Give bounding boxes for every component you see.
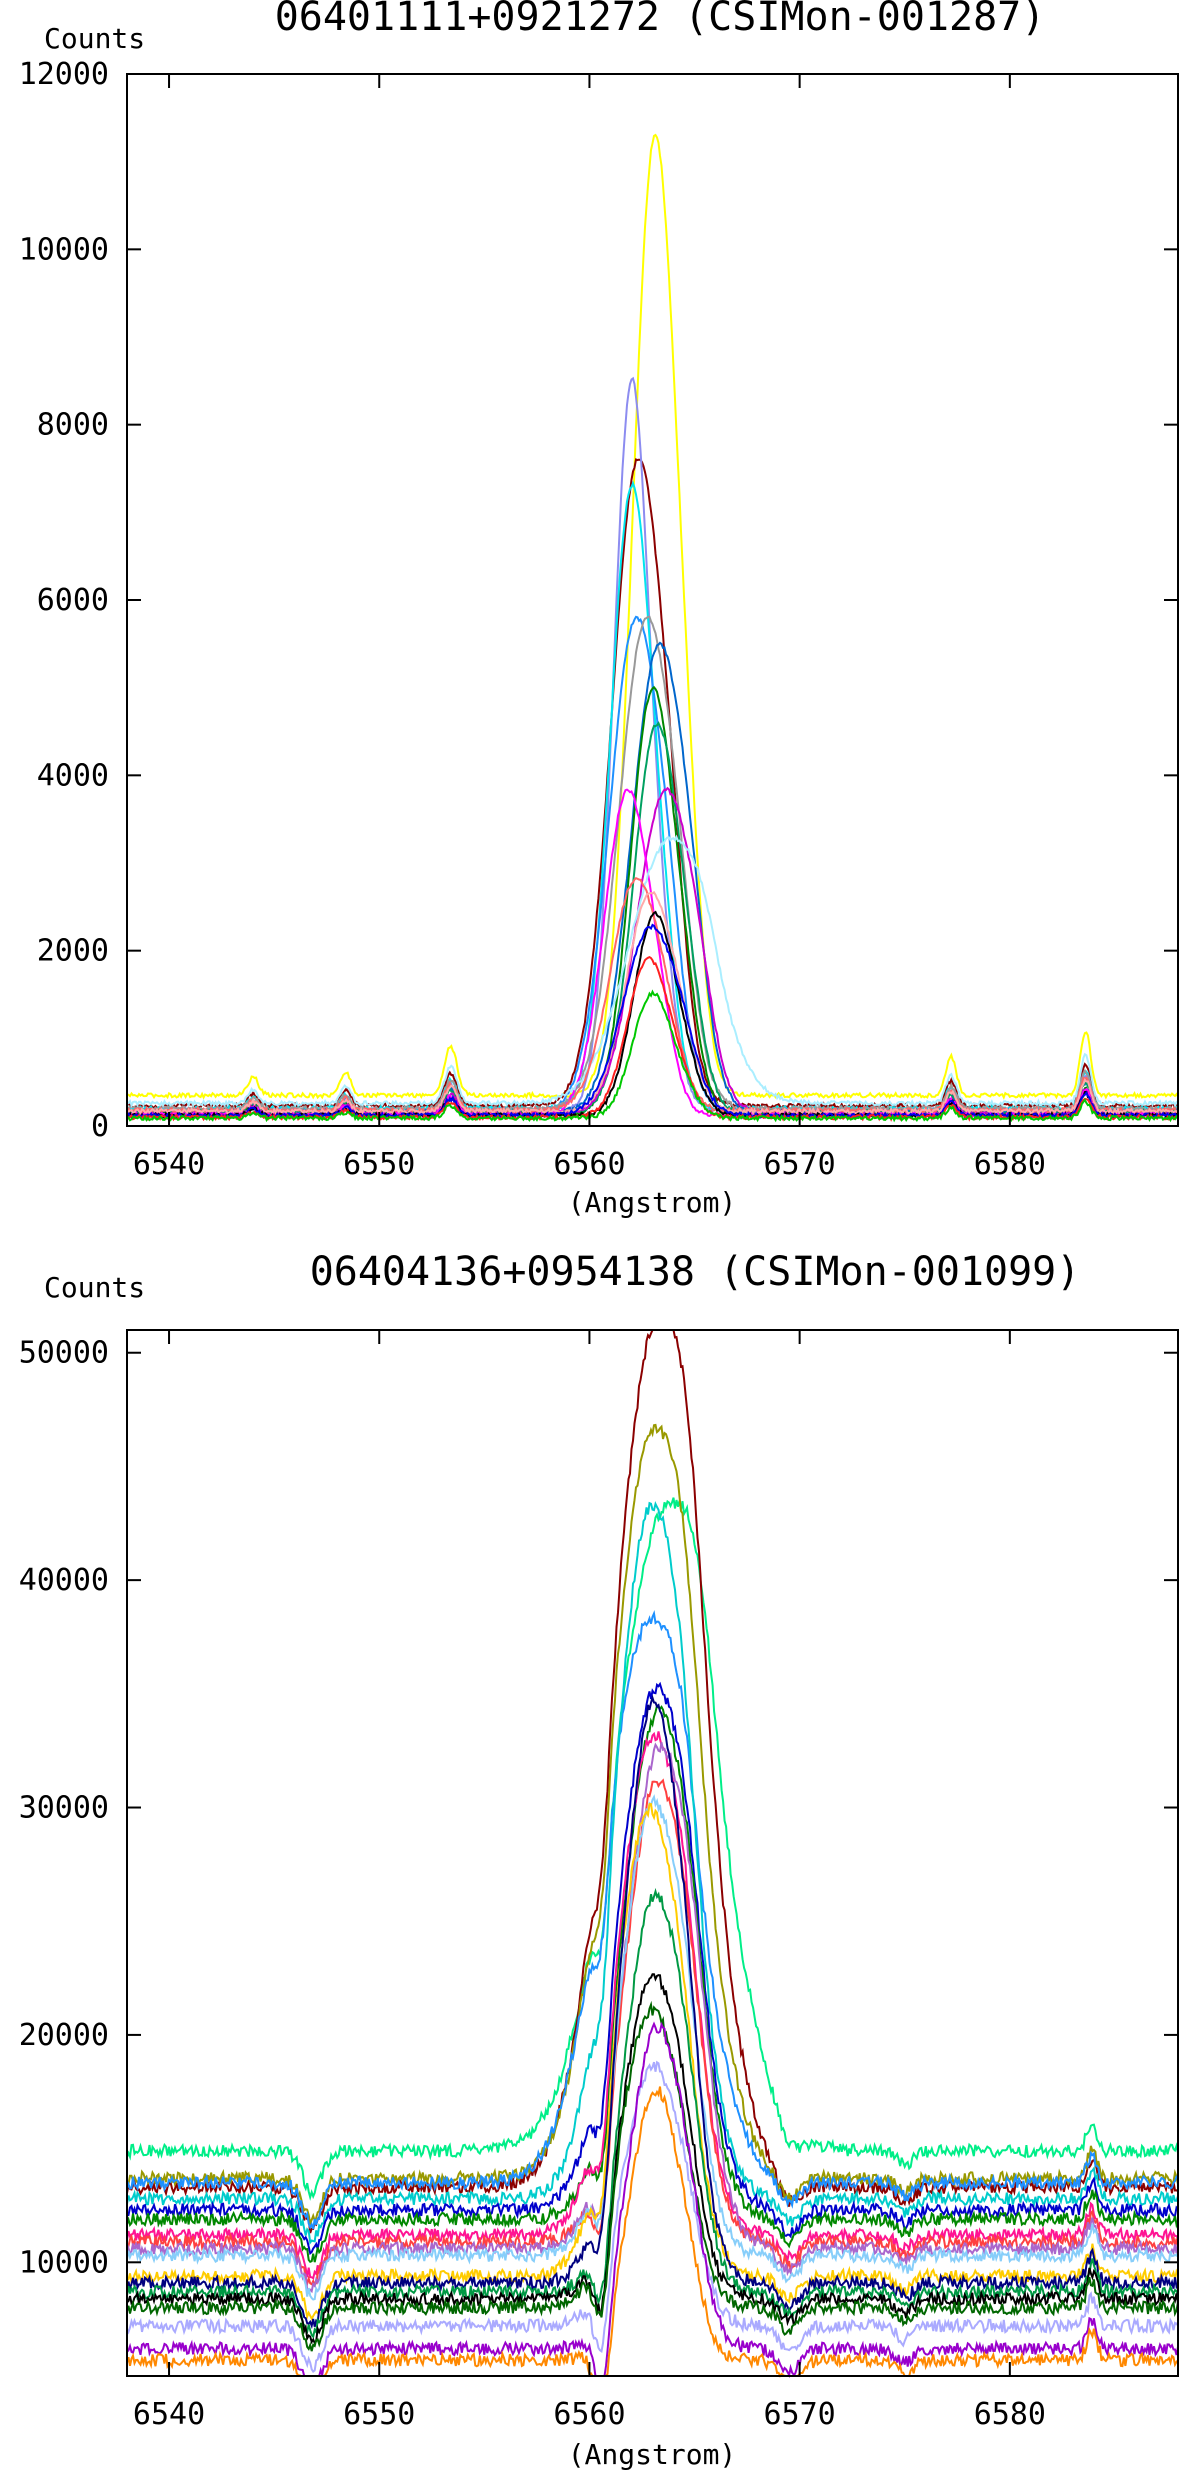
series-line [126, 890, 1179, 1116]
series-line [126, 834, 1179, 1108]
x-tick-label: 6570 [764, 1147, 836, 1182]
y-tick-label: 50000 [19, 1336, 109, 1371]
x-tick-label: 6560 [553, 2397, 625, 2432]
series-line [126, 1731, 1179, 2280]
x-tick-label: 6580 [974, 2397, 1046, 2432]
series-line [126, 2021, 1179, 2379]
x-tick-label: 6540 [133, 1147, 205, 1182]
series-line [126, 923, 1179, 1120]
series-line [126, 2000, 1179, 2352]
axis-ticks: 6540 6550 6560 6570 6580 10000 20000 30000 40000… [19, 1330, 1178, 2432]
chart-title: 06401111+0921272 (CSIMon-001287) [275, 0, 1046, 40]
y-tick-label: 6000 [37, 583, 109, 618]
series-line [126, 1681, 1179, 2256]
chart-title: 06404136+0954138 (CSIMon-001099) [310, 1249, 1081, 1295]
x-tick-label: 6550 [343, 2397, 415, 2432]
chart-panel-bottom: Counts 06404136+0954138 (CSIMon-001099) … [19, 1249, 1179, 2471]
y-tick-label: 40000 [19, 1563, 109, 1598]
axis-ticks: 6540 6550 6560 6570 6580 0 2000 4000 6000 8000 100… [19, 57, 1178, 1182]
series-line [126, 1794, 1179, 2301]
y-tick-label: 0 [91, 1109, 109, 1144]
chart-panel-top: Counts 06401111+0921272 (CSIMon-001287) … [19, 0, 1179, 1219]
series-line [126, 1609, 1179, 2230]
series-line [127, 133, 1179, 1101]
series-line [126, 1778, 1179, 2288]
x-tick-label: 6540 [133, 2397, 205, 2432]
y-tick-label: 10000 [19, 232, 109, 267]
y-tick-label: 10000 [19, 2245, 109, 2280]
y-tick-label: 4000 [37, 758, 109, 793]
series-line [126, 1887, 1179, 2339]
series-line [126, 1694, 1179, 2330]
y-axis-label: Counts [44, 22, 145, 55]
x-axis-label: (Angstrom) [568, 2438, 737, 2471]
series-line [126, 615, 1179, 1114]
x-tick-label: 6580 [974, 1147, 1046, 1182]
series-group [126, 133, 1179, 1123]
series-line [126, 1803, 1179, 2321]
series-line [126, 1423, 1179, 2227]
x-tick-label: 6570 [764, 2397, 836, 2432]
plot-frame [126, 73, 1179, 1127]
series-line [126, 786, 1179, 1119]
series-line [126, 458, 1179, 1111]
series-line [126, 2060, 1179, 2374]
y-axis-label: Counts [44, 1271, 145, 1304]
series-line [126, 1703, 1179, 2263]
series-line [126, 788, 1179, 1120]
series-line [126, 877, 1179, 1115]
y-tick-label: 20000 [19, 2018, 109, 2053]
y-tick-label: 2000 [37, 934, 109, 969]
series-line [126, 376, 1179, 1115]
y-tick-label: 12000 [19, 57, 109, 92]
series-line [126, 910, 1179, 1121]
x-axis-label: (Angstrom) [568, 1186, 737, 1219]
y-tick-label: 30000 [19, 1791, 109, 1826]
y-tick-label: 8000 [37, 408, 109, 443]
series-line [126, 1500, 1179, 2246]
x-tick-label: 6550 [343, 1147, 415, 1182]
series-line [126, 721, 1179, 1117]
series-line [126, 989, 1179, 1123]
series-line [126, 641, 1179, 1117]
series-line [126, 1973, 1179, 2345]
x-tick-label: 6560 [553, 1147, 625, 1182]
series-line [126, 480, 1179, 1114]
plot-frame [126, 1329, 1179, 2377]
series-group [126, 1329, 1179, 2379]
series-line [126, 1497, 1179, 2201]
